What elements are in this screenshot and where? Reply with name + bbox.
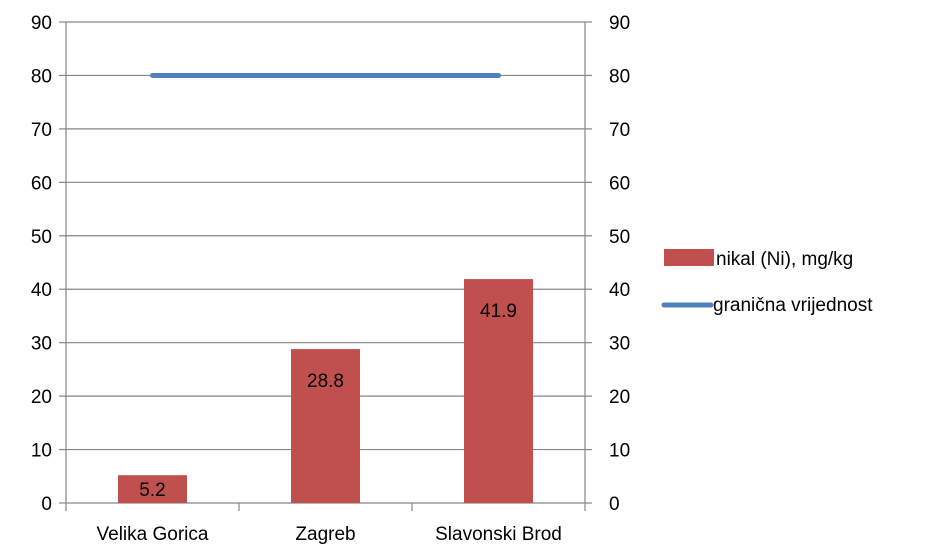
legend-swatch-bar bbox=[664, 249, 714, 266]
bar bbox=[464, 279, 533, 503]
right-y-tick-label: 90 bbox=[609, 13, 630, 34]
right-y-tick-label: 20 bbox=[609, 387, 630, 408]
bar bbox=[291, 349, 360, 503]
right-y-tick-label: 50 bbox=[609, 227, 630, 248]
legend: nikal (Ni), mg/kg granična vrijednost bbox=[661, 249, 873, 316]
right-y-tick-label: 30 bbox=[609, 334, 630, 355]
data-labels: 5.2 28.8 41.9 bbox=[139, 301, 517, 501]
left-y-tick-label: 60 bbox=[31, 173, 52, 194]
left-y-tick-label: 20 bbox=[31, 387, 52, 408]
right-y-tick-label: 80 bbox=[609, 66, 630, 87]
right-y-tick-label: 10 bbox=[609, 441, 630, 462]
right-y-tick-labels: 0 10 20 30 40 50 60 70 80 90 bbox=[609, 13, 630, 515]
bar-series bbox=[118, 279, 533, 503]
x-category-label: Slavonski Brod bbox=[435, 524, 562, 545]
left-y-tick-label: 70 bbox=[31, 120, 52, 141]
bar bbox=[118, 475, 187, 503]
legend-label-line: granična vrijednost bbox=[713, 295, 873, 316]
x-category-labels: Velika Gorica Zagreb Slavonski Brod bbox=[97, 524, 562, 545]
left-y-tick-label: 10 bbox=[31, 441, 52, 462]
right-y-tick-label: 70 bbox=[609, 120, 630, 141]
right-y-tick-label: 40 bbox=[609, 280, 630, 301]
bar-data-label: 5.2 bbox=[139, 480, 165, 501]
x-category-label: Velika Gorica bbox=[97, 524, 209, 545]
legend-label-bar: nikal (Ni), mg/kg bbox=[716, 249, 853, 270]
left-y-tick-label: 40 bbox=[31, 280, 52, 301]
left-y-tick-label: 90 bbox=[31, 13, 52, 34]
left-y-tick-label: 30 bbox=[31, 334, 52, 355]
x-category-label: Zagreb bbox=[295, 524, 355, 545]
left-y-tick-label: 0 bbox=[41, 494, 52, 515]
bar-data-label: 28.8 bbox=[307, 371, 344, 392]
right-y-tick-label: 0 bbox=[609, 494, 620, 515]
bar-data-label: 41.9 bbox=[480, 301, 517, 322]
left-y-tick-label: 80 bbox=[31, 66, 52, 87]
right-y-tick-label: 60 bbox=[609, 173, 630, 194]
left-y-tick-labels: 0 10 20 30 40 50 60 70 80 90 bbox=[31, 13, 52, 515]
left-y-tick-label: 50 bbox=[31, 227, 52, 248]
gridlines bbox=[66, 21, 585, 451]
